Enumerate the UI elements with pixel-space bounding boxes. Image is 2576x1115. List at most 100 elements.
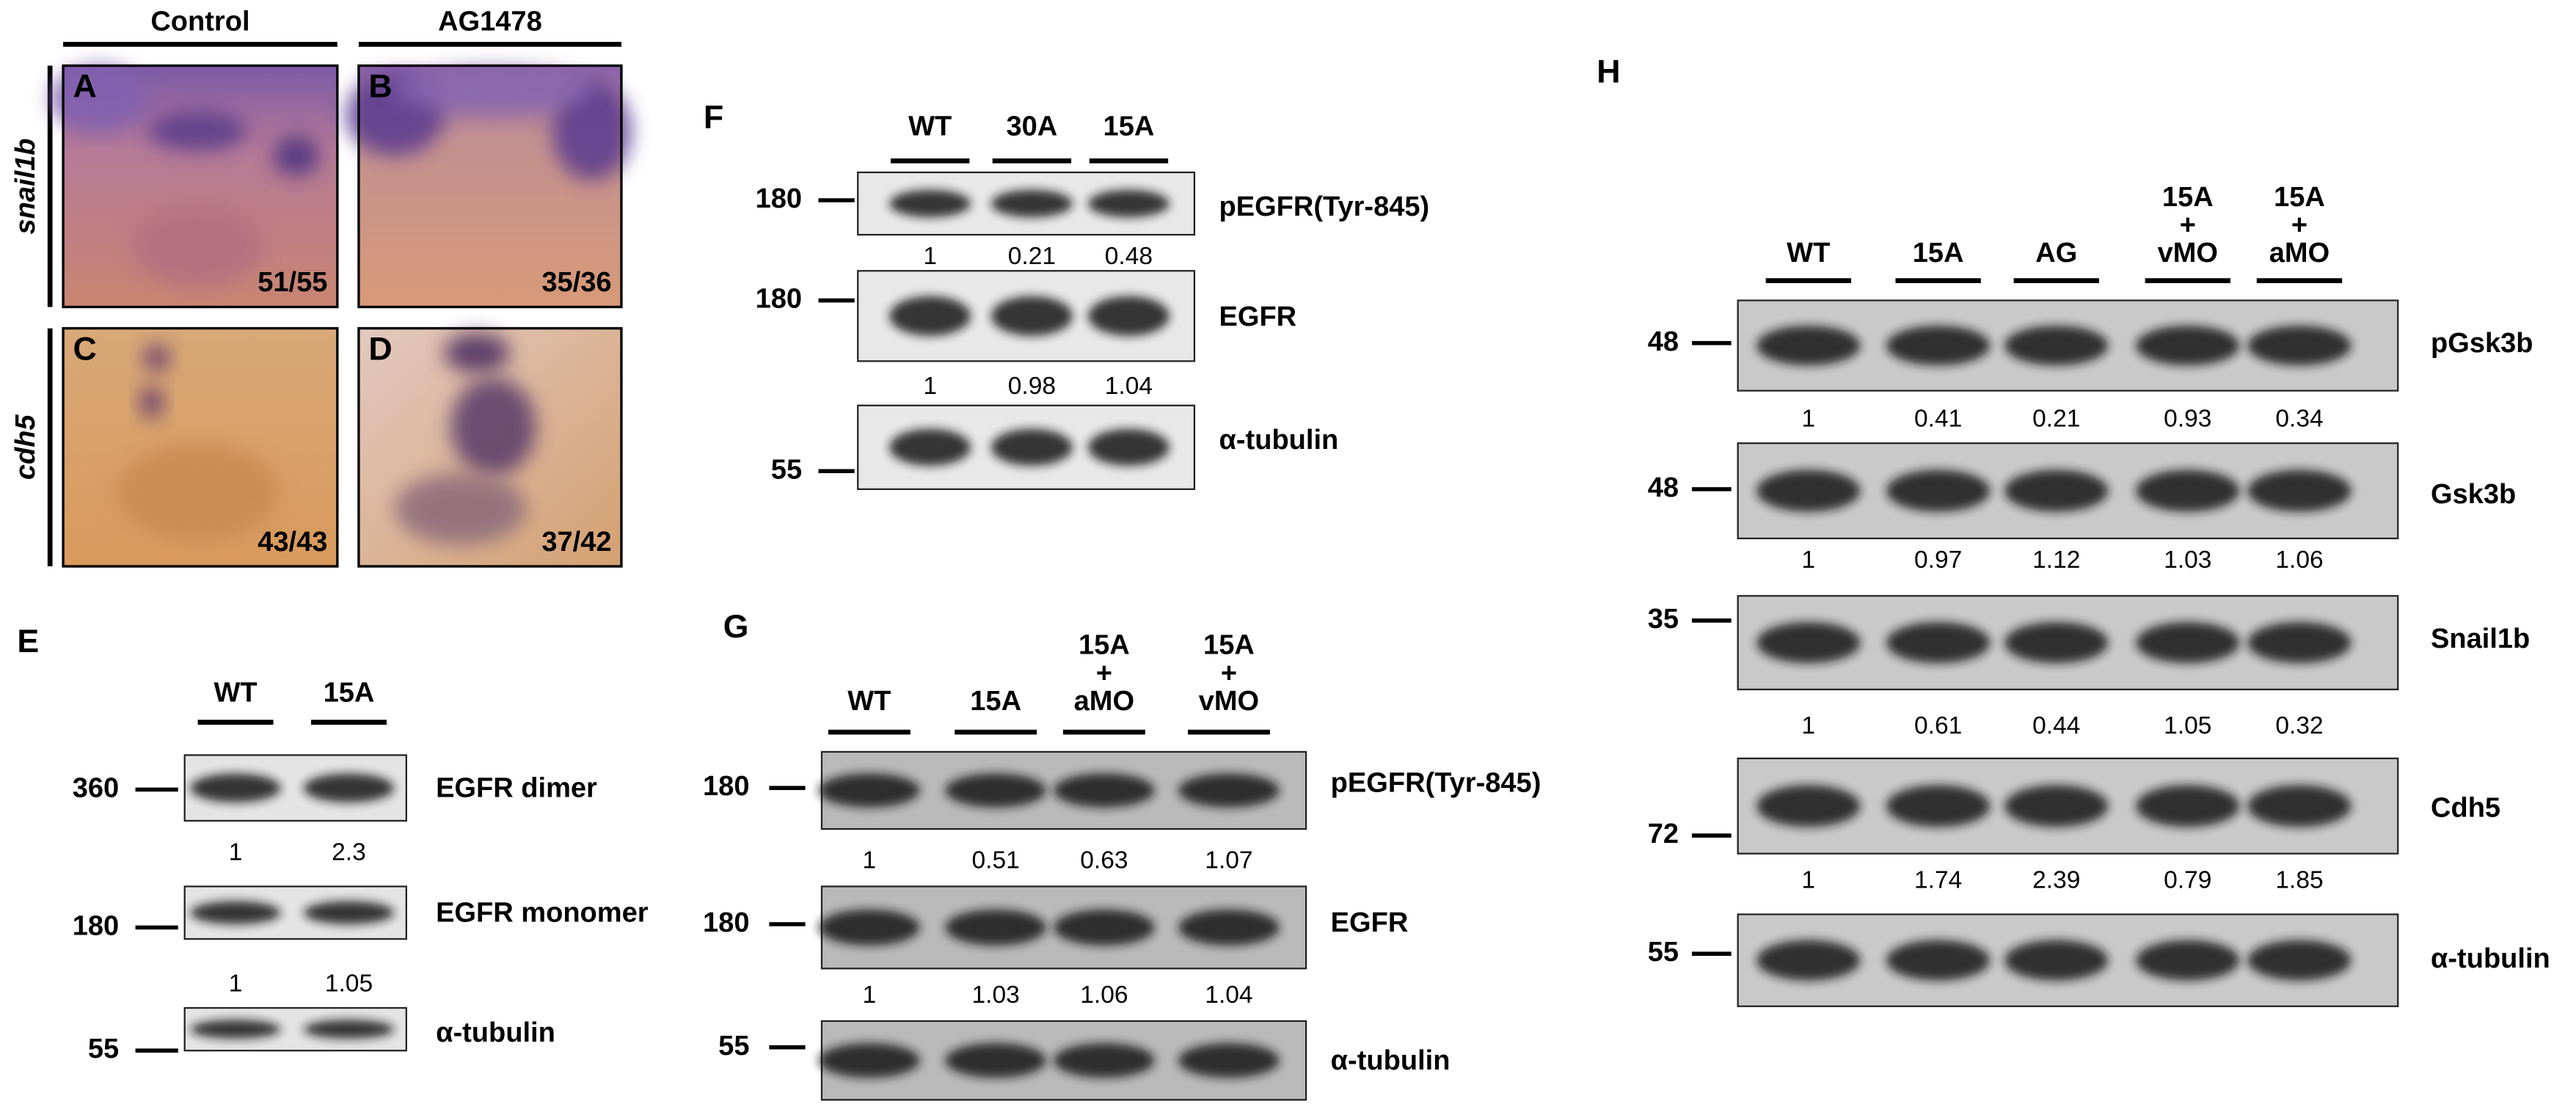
band	[945, 773, 1047, 808]
protein-label: α-tubulin	[436, 1017, 555, 1048]
lane-label: +	[2291, 210, 2307, 241]
quantification: 1	[1802, 712, 1816, 739]
lane-label: WT	[214, 678, 257, 709]
band	[945, 1042, 1047, 1078]
band	[889, 428, 971, 466]
panel-letter: E	[17, 623, 39, 659]
band	[190, 773, 281, 803]
embryo-count: 51/55	[258, 267, 327, 298]
stain	[148, 112, 247, 151]
lane-label: 15A	[1103, 112, 1155, 142]
lane-label: WT	[908, 112, 952, 142]
quantification: 1	[923, 243, 937, 270]
lane-label: 15A	[970, 686, 1021, 717]
quantification: 0.34	[2275, 406, 2323, 433]
quantification: 1	[229, 970, 243, 998]
mw-marker: 72	[1648, 819, 1679, 849]
quantification: 0.48	[1105, 243, 1153, 270]
quantification: 0.21	[1008, 243, 1056, 270]
mw-marker: 360	[73, 772, 119, 803]
band	[889, 296, 971, 336]
lane-label: +	[2180, 210, 2196, 241]
lane-label: aMO	[2269, 238, 2329, 268]
band	[303, 773, 395, 803]
quantification: 1.06	[1080, 981, 1128, 1009]
quantification: 2.3	[332, 839, 366, 866]
mw-marker: 180	[756, 284, 802, 315]
band	[1178, 773, 1280, 808]
embryo-count: 43/43	[258, 527, 327, 558]
mw-marker: 180	[703, 771, 749, 802]
quantification: 1	[863, 981, 877, 1009]
column-label: Control	[150, 6, 249, 37]
stain	[143, 344, 170, 371]
quantification: 1	[863, 847, 877, 874]
band	[303, 901, 395, 924]
quantification: 1	[1802, 867, 1816, 894]
panel-letter: C	[73, 331, 97, 368]
quantification: 1.05	[325, 970, 373, 998]
protein-label: EGFR	[1331, 907, 1409, 938]
quantification: 1.12	[2032, 546, 2080, 574]
embryo-count: 37/42	[541, 527, 611, 558]
mw-marker: 55	[771, 454, 802, 485]
protein-label: EGFR monomer	[436, 898, 649, 929]
micrograph-frame	[357, 326, 623, 568]
stain	[450, 377, 536, 476]
band	[1756, 469, 1861, 512]
band	[1886, 325, 1991, 366]
quantification: 0.21	[2032, 406, 2080, 433]
band	[303, 1020, 395, 1039]
band	[818, 1042, 920, 1078]
band	[1053, 1042, 1155, 1078]
protein-label: pEGFR(Tyr-845)	[1219, 191, 1430, 222]
band	[190, 1020, 281, 1039]
band	[2004, 785, 2109, 827]
mw-marker: 55	[718, 1031, 749, 1061]
stain	[273, 136, 320, 176]
lane-label: WT	[1787, 238, 1830, 268]
panel-letter: A	[73, 68, 97, 105]
quantification: 0.98	[1008, 373, 1056, 400]
lane-label: 15A	[1913, 238, 1964, 268]
lane-label: vMO	[1199, 686, 1259, 717]
protein-label: pEGFR(Tyr-845)	[1331, 768, 1541, 799]
protein-label: α-tubulin	[2431, 943, 2550, 974]
quantification: 0.63	[1080, 847, 1128, 874]
protein-label: Snail1b	[2431, 624, 2530, 654]
quantification: 1	[1802, 406, 1816, 433]
protein-label: EGFR	[1219, 301, 1297, 332]
stain	[140, 385, 164, 419]
band	[2136, 940, 2240, 981]
band	[1756, 785, 1861, 827]
quantification: 1	[1802, 546, 1816, 574]
lane-label: vMO	[2158, 238, 2218, 268]
panel-letter: G	[723, 608, 749, 645]
band	[889, 189, 971, 218]
band	[1178, 1042, 1280, 1078]
band	[990, 428, 1073, 466]
band	[2004, 325, 2109, 366]
band	[818, 773, 920, 808]
panel-letter: F	[704, 99, 723, 136]
band	[2136, 325, 2240, 366]
lane-label: 15A	[1203, 630, 1255, 661]
stain	[132, 205, 264, 288]
band	[2247, 469, 2351, 512]
quantification: 0.97	[1914, 546, 1962, 574]
band	[2004, 469, 2109, 512]
micrograph-frame	[62, 64, 339, 309]
row-label: cdh5	[10, 414, 41, 480]
band	[1178, 909, 1280, 946]
lane-label: 30A	[1007, 112, 1058, 142]
micrograph-frame	[357, 64, 623, 309]
band	[818, 909, 920, 946]
protein-label: α-tubulin	[1219, 425, 1339, 456]
band	[1087, 296, 1170, 336]
lane-label: 15A	[1079, 630, 1130, 661]
panel-letter: B	[368, 68, 392, 105]
lane-label: +	[1096, 658, 1112, 689]
band	[2247, 785, 2351, 827]
lane-label: AG	[2035, 238, 2077, 268]
